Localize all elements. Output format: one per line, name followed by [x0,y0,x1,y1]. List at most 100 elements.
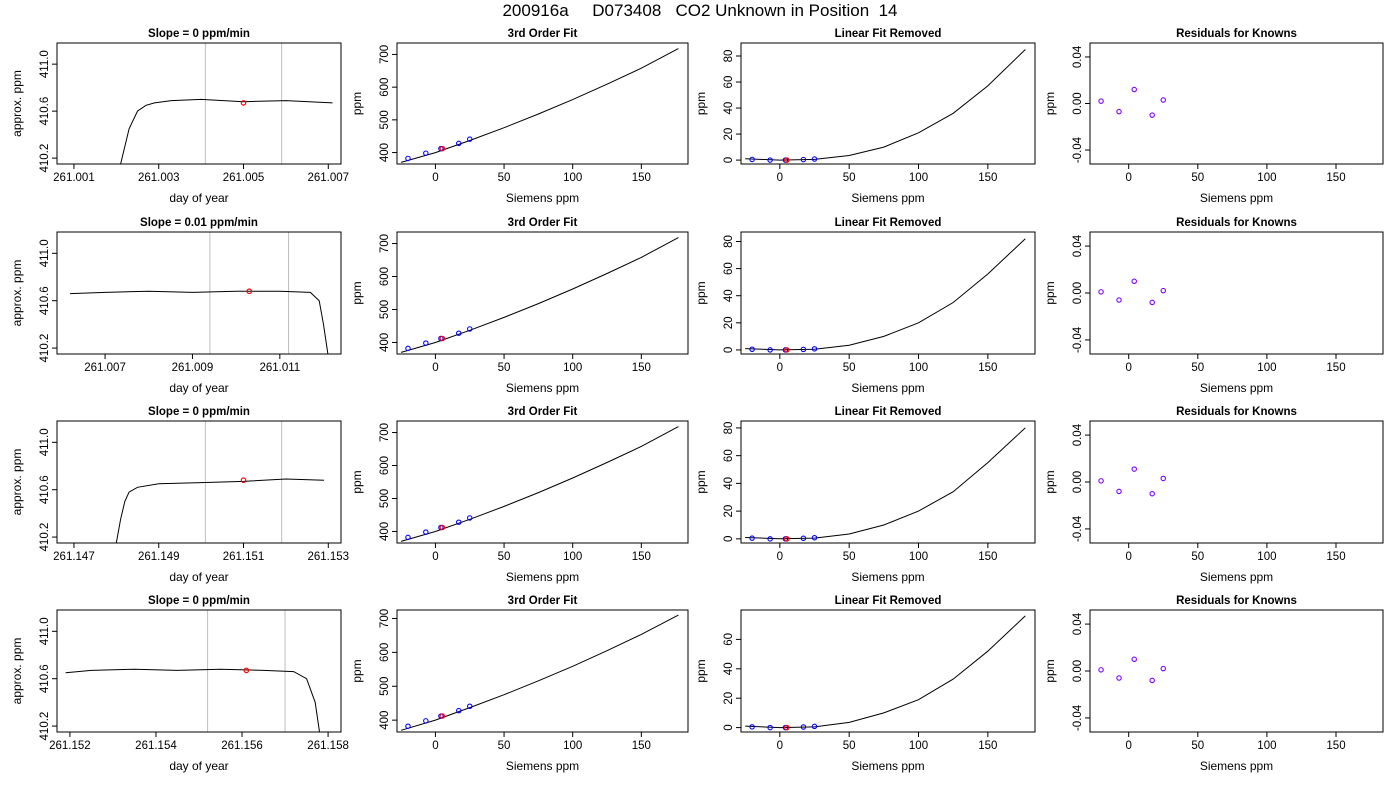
known-point [466,326,473,332]
panel-frame [396,42,689,165]
panel-frame [1089,609,1384,733]
x-tick-label: 50 [843,362,856,374]
panel-r3-c4: Residuals for Knowns 0 50 100 150 -0.04 0.00 0.… [1043,406,1384,584]
y-tick-label: 0 [723,724,735,730]
unknown-point [783,157,790,163]
y-tick-label: 60 [723,449,735,462]
plot-area [400,614,679,731]
y-axis-label: ppm [350,470,364,493]
known-point [405,723,411,729]
panel-r2-c2: 3rd Order Fit 0 50 100 150 400 500 600 700 Siemen… [350,217,689,395]
known-point [749,535,755,541]
y-axis-label: ppm [694,470,708,493]
x-axis-label: day of year [169,759,228,773]
y-tick-label: 410.2 [39,334,51,363]
y-tick-label: 60 [723,633,735,646]
y-tick-label: 0 [723,157,735,163]
x-tick-label: 100 [909,551,928,563]
x-axis-label: Siemens ppm [506,381,579,395]
panel-frame [56,609,342,733]
y-tick-label: 410.6 [39,286,51,315]
y-tick-label: 600 [379,643,391,662]
residual-point [1149,677,1155,684]
y-tick-label: 700 [379,423,391,442]
x-tick-label: 261.156 [221,740,263,752]
fit-curve [400,426,679,542]
x-tick-label: 0 [777,362,783,374]
x-tick-label: 50 [1191,362,1204,374]
panel-title: Residuals for Knowns [1176,595,1297,607]
panel-r3-c2: 3rd Order Fit 0 50 100 150 400 500 600 700 Siemen… [350,406,689,584]
y-axis-label: ppm [694,659,708,682]
x-axis-label: Siemens ppm [851,191,924,205]
plot-area [745,49,1026,163]
y-tick-label: 400 [379,711,391,730]
x-axis-label: day of year [169,381,228,395]
x-axis-label: Siemens ppm [1200,570,1273,584]
panel-title: 3rd Order Fit [508,406,578,418]
y-tick-label: 600 [379,78,391,97]
known-point [767,157,773,163]
known-point [405,534,411,541]
panel-title: Linear Fit Removed [835,406,942,418]
y-tick-label: 20 [723,128,735,141]
unknown-point [439,713,446,719]
fit-curve [745,238,1026,351]
x-tick-label: 100 [909,362,928,374]
x-tick-label: 50 [1191,172,1204,184]
residual-point [1160,665,1167,672]
fit-curve [745,49,1026,161]
known-point [811,723,818,730]
known-point [423,340,429,346]
panel-r3-c3: Linear Fit Removed 0 50 100 150 0 20 40 60 80 Siem… [694,406,1036,584]
x-tick-label: 0 [1125,362,1131,374]
unknown-point [783,724,790,731]
panel-title: Slope = 0.01 ppm/min [140,217,258,229]
panel-r2-c3: Linear Fit Removed 0 50 100 150 0 20 40 60 80 Siem… [694,217,1036,395]
x-tick-label: 100 [909,740,928,752]
fit-curve [745,427,1026,540]
y-tick-label: 20 [723,316,735,329]
y-tick-label: 0.04 [1072,612,1084,635]
panel-title: Slope = 0 ppm/min [148,595,250,607]
x-tick-label: 100 [563,740,582,752]
panel-frame [396,609,689,733]
known-point [767,536,773,542]
x-tick-label: 150 [978,172,997,184]
x-tick-label: 0 [432,172,438,184]
y-tick-label: 0.00 [1072,660,1084,682]
y-tick-label: 0.00 [1072,471,1084,493]
x-tick-label: 0 [432,362,438,374]
x-tick-label: 261.003 [138,172,180,184]
residual-point [1098,289,1104,295]
x-tick-label: 261.007 [307,172,349,184]
x-tick-label: 150 [978,551,997,563]
figure-title: 200916a D073408 CO2 Unknown in Position … [502,1,898,20]
plot-area [1098,466,1167,497]
y-tick-label: 500 [379,677,391,696]
plot-area [65,667,320,732]
x-tick-label: 261.151 [223,551,265,563]
panel-title: Residuals for Knowns [1176,406,1297,418]
known-point [811,534,818,541]
x-axis-label: Siemens ppm [1200,191,1273,205]
y-axis-label: ppm [1043,659,1057,682]
x-tick-label: 50 [498,172,511,184]
panel-title: Residuals for Knowns [1176,217,1297,229]
y-tick-label: 410.6 [39,97,51,126]
y-tick-label: 80 [723,235,735,248]
x-axis-label: Siemens ppm [851,381,924,395]
known-point [423,529,429,535]
unknown-point [243,667,250,674]
y-tick-label: 410.2 [39,712,51,741]
known-point [466,515,473,521]
panel-title: Linear Fit Removed [835,217,942,229]
unknown-point [439,335,446,342]
y-tick-label: 60 [723,76,735,89]
known-point [767,724,773,731]
panel-frame [740,420,1036,544]
y-axis-label: ppm [350,92,364,115]
y-tick-label: 40 [723,102,735,115]
y-tick-label: 60 [723,262,735,275]
